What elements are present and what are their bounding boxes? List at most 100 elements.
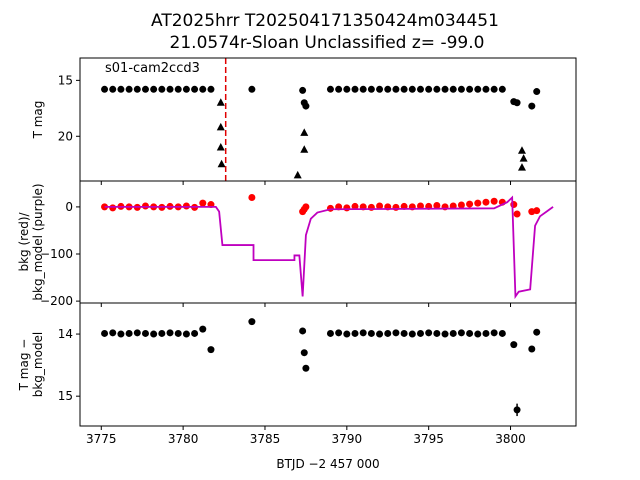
x-tick-label: 3790 bbox=[332, 432, 363, 446]
x-tick-label: 3785 bbox=[250, 432, 281, 446]
data-point bbox=[474, 199, 482, 207]
data-point bbox=[528, 345, 536, 353]
data-point bbox=[351, 85, 359, 93]
data-point bbox=[141, 202, 149, 210]
data-point bbox=[207, 346, 215, 354]
data-point bbox=[433, 85, 441, 93]
data-point bbox=[376, 85, 384, 93]
data-point bbox=[441, 85, 449, 93]
x-tick-label: 3795 bbox=[413, 432, 444, 446]
data-point bbox=[117, 85, 125, 93]
data-point bbox=[367, 329, 375, 337]
data-point bbox=[392, 85, 400, 93]
data-point bbox=[248, 318, 256, 326]
y-axis-label: T mag bbox=[31, 101, 45, 140]
data-point bbox=[302, 364, 310, 372]
data-point bbox=[367, 85, 375, 93]
data-point bbox=[248, 85, 256, 93]
data-point bbox=[335, 329, 343, 337]
data-point bbox=[490, 329, 498, 337]
data-point bbox=[510, 201, 518, 209]
data-point bbox=[513, 99, 521, 107]
plot-area bbox=[101, 193, 554, 300]
upper-limit bbox=[300, 128, 309, 136]
data-point bbox=[343, 85, 351, 93]
upper-limit bbox=[517, 146, 526, 154]
data-point bbox=[425, 329, 433, 337]
annotation: s01-cam2ccd3 bbox=[105, 61, 200, 76]
data-point bbox=[125, 329, 133, 337]
y-axis-label: bkg_model bbox=[31, 332, 45, 398]
data-point bbox=[141, 85, 149, 93]
data-point bbox=[433, 329, 441, 337]
data-point bbox=[207, 85, 215, 93]
data-point bbox=[133, 85, 141, 93]
data-point bbox=[248, 193, 256, 201]
data-point bbox=[392, 329, 400, 337]
chart-subtitle: 21.0574r-Sloan Unclassified z= -99.0 bbox=[170, 33, 485, 53]
data-point bbox=[498, 85, 506, 93]
data-point bbox=[466, 329, 474, 337]
chart-title: AT2025hrr T202504171350424m034451 bbox=[151, 11, 499, 31]
data-point bbox=[343, 204, 351, 212]
data-point bbox=[174, 85, 182, 93]
data-point bbox=[359, 85, 367, 93]
data-point bbox=[392, 203, 400, 211]
data-point bbox=[150, 330, 158, 338]
data-point bbox=[466, 200, 474, 208]
data-point bbox=[174, 329, 182, 337]
x-tick-label: 3800 bbox=[495, 432, 526, 446]
upper-limit bbox=[517, 163, 526, 171]
data-point bbox=[400, 329, 408, 337]
data-point bbox=[351, 202, 359, 210]
data-point bbox=[376, 202, 384, 210]
data-point bbox=[182, 330, 190, 338]
upper-limit bbox=[217, 159, 226, 168]
data-point bbox=[533, 88, 541, 96]
upper-limit bbox=[300, 145, 309, 153]
data-point bbox=[302, 203, 310, 211]
data-point bbox=[158, 85, 166, 93]
y-tick-label: 15 bbox=[58, 73, 73, 87]
data-point bbox=[335, 85, 343, 93]
x-tick-label: 3775 bbox=[86, 432, 117, 446]
data-point bbox=[449, 85, 457, 93]
data-point bbox=[302, 102, 310, 110]
data-point bbox=[457, 201, 465, 209]
data-point bbox=[474, 85, 482, 93]
model-line bbox=[104, 195, 554, 300]
data-point bbox=[513, 210, 521, 218]
data-point bbox=[359, 329, 367, 337]
data-point bbox=[191, 85, 199, 93]
data-point bbox=[182, 202, 190, 210]
data-point bbox=[498, 329, 506, 337]
data-point bbox=[425, 85, 433, 93]
y-tick-label: −100 bbox=[40, 247, 73, 261]
data-point bbox=[482, 85, 490, 93]
panel-frame bbox=[79, 302, 577, 427]
data-point bbox=[490, 197, 498, 205]
data-point bbox=[376, 330, 384, 338]
data-point bbox=[533, 328, 541, 336]
data-point bbox=[482, 329, 490, 337]
data-point bbox=[166, 329, 174, 337]
data-point bbox=[384, 85, 392, 93]
data-point bbox=[182, 85, 190, 93]
data-point bbox=[457, 329, 465, 337]
upper-limit bbox=[216, 142, 225, 151]
data-point bbox=[166, 85, 174, 93]
data-point bbox=[457, 85, 465, 93]
data-point bbox=[191, 329, 199, 337]
data-point bbox=[117, 330, 125, 338]
data-point bbox=[125, 85, 133, 93]
plot-area: s01-cam2ccd3 bbox=[101, 58, 541, 181]
y-tick-label: 0 bbox=[65, 200, 73, 214]
data-point bbox=[199, 325, 207, 333]
y-axis-label: bkg_model (purple) bbox=[31, 183, 45, 300]
data-point bbox=[133, 329, 141, 337]
plot-area bbox=[101, 318, 541, 417]
y-tick-label: 20 bbox=[58, 129, 73, 143]
y-tick-label: 15 bbox=[58, 389, 73, 403]
